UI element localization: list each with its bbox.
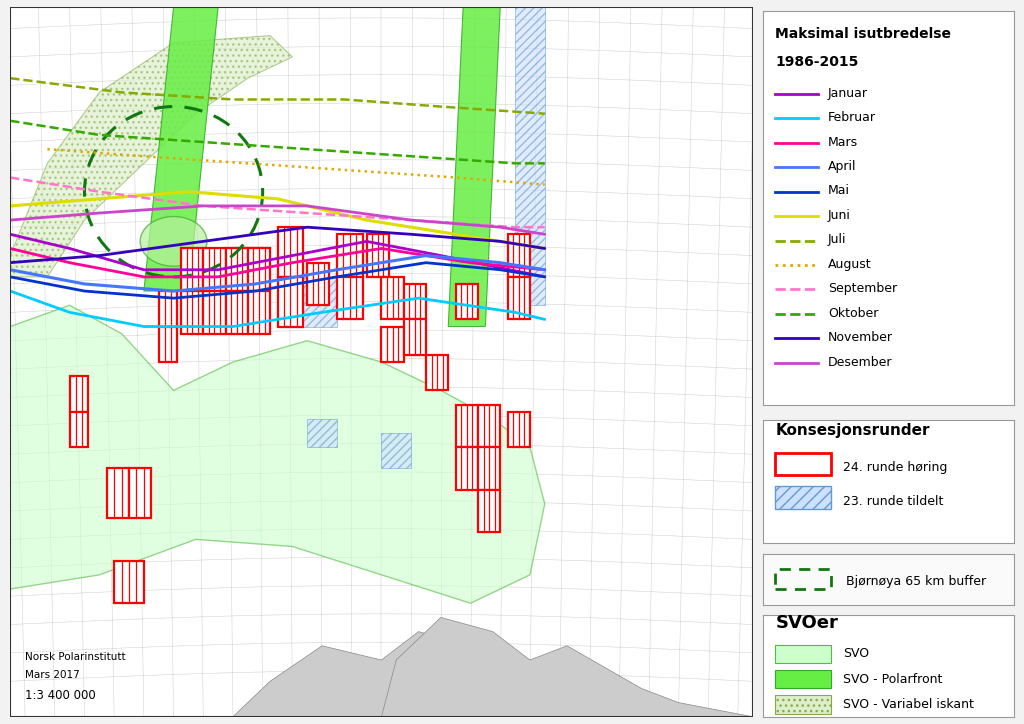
Text: 24. runde høring: 24. runde høring: [843, 461, 947, 474]
Text: November: November: [828, 332, 893, 345]
Bar: [426, 355, 449, 390]
Polygon shape: [515, 7, 545, 306]
Bar: [381, 277, 403, 319]
Ellipse shape: [140, 216, 207, 266]
Text: Juli: Juli: [828, 233, 847, 246]
Bar: [70, 412, 88, 447]
Bar: [403, 284, 426, 319]
Polygon shape: [381, 618, 753, 717]
Bar: [508, 412, 530, 447]
Bar: [456, 447, 478, 489]
Text: August: August: [828, 258, 871, 271]
Bar: [129, 468, 152, 518]
Polygon shape: [293, 277, 337, 327]
Bar: [248, 248, 270, 291]
Bar: [159, 327, 177, 362]
Text: Juni: Juni: [828, 209, 851, 222]
Text: Norsk Polarinstitutt: Norsk Polarinstitutt: [25, 652, 126, 662]
Text: 1986-2015: 1986-2015: [775, 55, 859, 69]
Bar: [114, 560, 143, 603]
Bar: [381, 327, 403, 362]
Bar: [478, 405, 500, 447]
Bar: [508, 235, 530, 277]
Text: 1:3 400 000: 1:3 400 000: [25, 689, 96, 702]
Bar: [203, 248, 225, 291]
Bar: [367, 235, 389, 277]
Text: Mars 2017: Mars 2017: [25, 670, 80, 680]
Bar: [775, 645, 830, 663]
Text: 23. runde tildelt: 23. runde tildelt: [843, 494, 943, 508]
Text: Februar: Februar: [828, 111, 877, 124]
Text: Januar: Januar: [828, 87, 868, 100]
Bar: [775, 453, 830, 476]
Bar: [456, 284, 478, 319]
Bar: [775, 569, 830, 589]
Bar: [478, 489, 500, 532]
Bar: [403, 319, 426, 355]
Text: SVO - Polarfront: SVO - Polarfront: [843, 673, 942, 686]
Bar: [248, 291, 270, 334]
Bar: [106, 468, 129, 518]
Bar: [337, 277, 362, 319]
Bar: [181, 248, 203, 291]
Bar: [775, 696, 830, 714]
Bar: [337, 235, 362, 277]
Text: Konsesjonsrunder: Konsesjonsrunder: [775, 423, 930, 438]
Text: Mars: Mars: [828, 135, 858, 148]
Text: SVO: SVO: [843, 647, 869, 660]
Bar: [159, 291, 177, 327]
Text: Bjørnøya 65 km buffer: Bjørnøya 65 km buffer: [846, 576, 986, 588]
Text: September: September: [828, 282, 897, 295]
Text: April: April: [828, 160, 857, 173]
Text: SVO - Variabel iskant: SVO - Variabel iskant: [843, 698, 974, 711]
Bar: [775, 670, 830, 689]
Bar: [70, 376, 88, 412]
Polygon shape: [307, 418, 337, 447]
Polygon shape: [10, 306, 545, 603]
Bar: [456, 405, 478, 447]
Text: Desember: Desember: [828, 355, 893, 369]
Bar: [278, 277, 303, 327]
Text: Oktober: Oktober: [828, 307, 879, 320]
Polygon shape: [143, 7, 218, 291]
Bar: [181, 291, 203, 334]
Polygon shape: [449, 7, 500, 327]
Bar: [278, 227, 303, 277]
Text: Mai: Mai: [828, 185, 850, 198]
Bar: [307, 263, 330, 306]
Polygon shape: [381, 433, 411, 468]
Bar: [775, 487, 830, 508]
Bar: [203, 291, 225, 334]
Text: SVOer: SVOer: [775, 613, 839, 631]
Bar: [225, 291, 248, 334]
Bar: [225, 248, 248, 291]
Text: Maksimal isutbredelse: Maksimal isutbredelse: [775, 28, 951, 41]
Polygon shape: [232, 631, 753, 717]
Bar: [478, 447, 500, 489]
Polygon shape: [10, 35, 293, 277]
Bar: [508, 277, 530, 319]
